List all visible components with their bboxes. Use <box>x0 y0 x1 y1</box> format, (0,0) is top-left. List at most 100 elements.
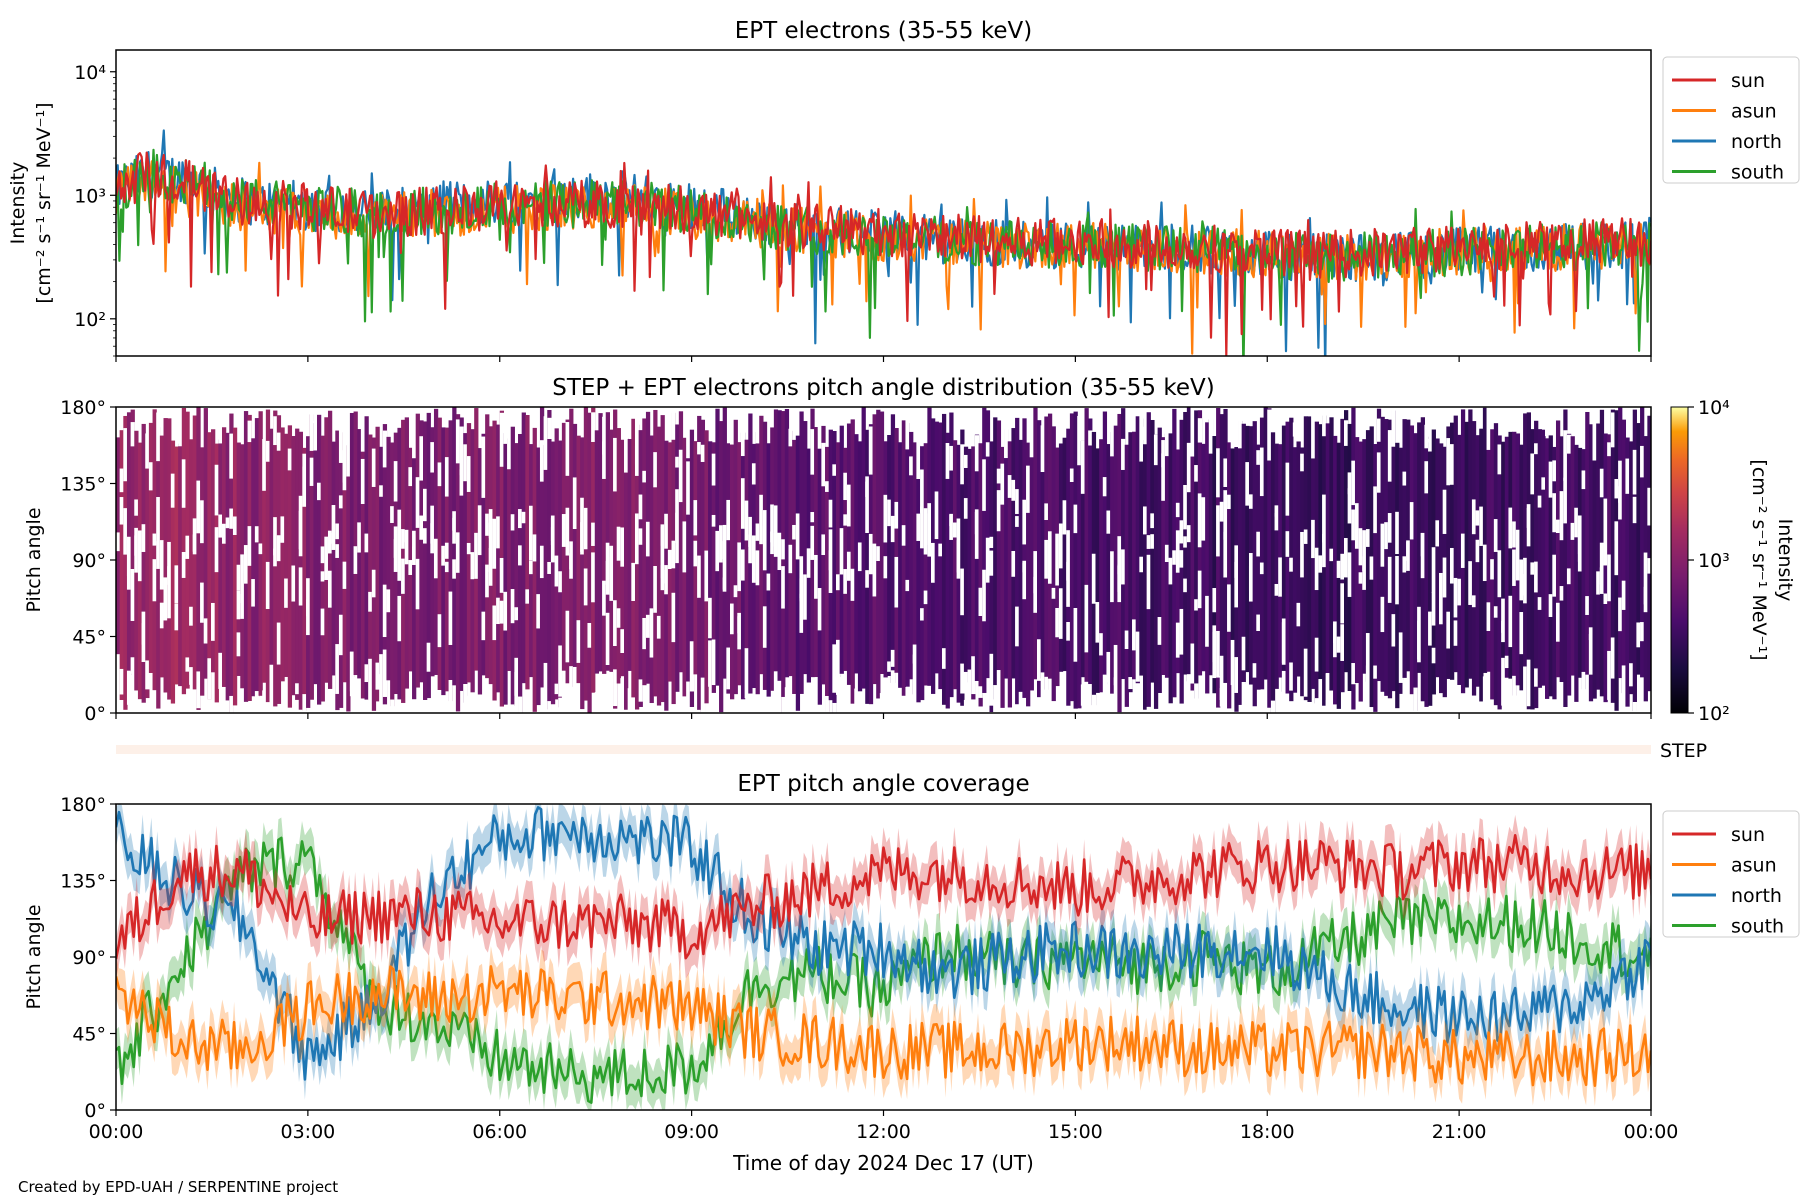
heatmap-gap <box>587 622 592 648</box>
heatmap-gap <box>887 499 892 527</box>
heatmap-gap <box>1391 407 1396 447</box>
heatmap-cell <box>203 408 208 679</box>
heatmap-gap <box>1442 557 1447 598</box>
heatmap-gap <box>1380 523 1385 567</box>
heatmap-gap <box>1055 702 1060 713</box>
heatmap-gap <box>931 550 936 583</box>
heatmap-gap <box>1278 557 1283 597</box>
x-tick-label: 12:00 <box>856 1121 911 1143</box>
heatmap-gap <box>1175 622 1181 658</box>
colorbar-label-line1: Intensity <box>1774 519 1796 602</box>
heatmap-cell <box>1245 425 1250 673</box>
heatmap-cell <box>437 417 442 690</box>
heatmap-cell <box>1325 423 1330 676</box>
heatmap-gap <box>382 584 388 638</box>
heatmap-gap <box>770 531 775 543</box>
heatmap-gap <box>832 644 837 693</box>
heatmap-gap <box>1274 505 1279 517</box>
heatmap-gap <box>324 536 329 580</box>
heatmap-cell <box>627 439 632 671</box>
heatmap-gap <box>883 556 888 579</box>
x-tick-label: 00:00 <box>1624 1121 1679 1143</box>
heatmap-gap <box>1234 657 1239 693</box>
heatmap-gap <box>653 566 658 613</box>
heatmap-gap <box>459 426 464 476</box>
heatmap-gap <box>116 654 121 695</box>
heatmap-gap <box>1512 549 1517 586</box>
heatmap-cell <box>346 445 351 712</box>
heatmap-cell <box>189 439 194 684</box>
heatmap-gap <box>1610 637 1616 679</box>
heatmap-gap <box>912 644 917 664</box>
heatmap-cell <box>949 412 954 698</box>
heatmap-cell <box>1439 443 1444 694</box>
heatmap-gap <box>828 499 833 528</box>
heatmap-cell <box>792 439 797 694</box>
heatmap-gap <box>254 691 260 713</box>
heatmap-gap <box>360 420 366 452</box>
heatmap-gap <box>397 509 402 551</box>
heatmap-gap <box>364 664 369 683</box>
heatmap-gap <box>576 683 581 704</box>
heatmap-cell <box>865 429 870 704</box>
heatmap-gap <box>941 648 947 669</box>
heatmap-gap <box>755 523 760 541</box>
heatmap-gap <box>1395 556 1400 605</box>
heatmap-cell <box>1150 419 1155 683</box>
heatmap-cell <box>1259 417 1265 690</box>
heatmap-gap <box>825 481 830 492</box>
heatmap-gap <box>1424 461 1429 494</box>
heatmap-gap <box>993 685 998 713</box>
heatmap-gap <box>938 543 943 557</box>
heatmap-gap <box>1559 491 1564 541</box>
heatmap-cell <box>733 419 738 695</box>
heatmap-cell <box>1062 437 1067 672</box>
heatmap-gap <box>982 459 987 511</box>
heatmap-gap <box>1643 552 1648 605</box>
heatmap-gap <box>1365 529 1371 547</box>
heatmap-gap <box>1018 691 1023 707</box>
heatmap-gap <box>1358 528 1363 566</box>
heatmap-gap <box>656 615 662 639</box>
heatmap-gap <box>415 477 420 528</box>
heatmap-gap <box>1406 541 1411 571</box>
heatmap-gap <box>1640 622 1645 642</box>
heatmap-gap <box>452 511 457 544</box>
heatmap-cell <box>1121 408 1126 680</box>
heatmap-gap <box>466 542 472 555</box>
heatmap-cell <box>543 445 548 674</box>
heatmap-gap <box>1563 477 1568 524</box>
heatmap-cell <box>518 433 523 713</box>
heatmap-gap <box>397 595 402 642</box>
intensity-panel-title: EPT electrons (35-55 keV) <box>735 18 1032 44</box>
heatmap-cell <box>335 430 340 711</box>
heatmap-cell <box>1592 445 1597 699</box>
heatmap-cell <box>1621 419 1627 694</box>
heatmap-gap <box>825 695 830 713</box>
heatmap-cell <box>1541 429 1546 686</box>
heatmap-cell <box>1424 436 1429 707</box>
heatmap-gap <box>327 570 333 608</box>
heatmap-gap <box>828 529 833 571</box>
heatmap-gap <box>1022 499 1027 545</box>
heatmap-cell <box>353 411 358 676</box>
heatmap-gap <box>781 566 786 609</box>
heatmap-cell <box>1486 438 1491 672</box>
heatmap-gap <box>755 550 760 586</box>
heatmap-gap <box>605 542 610 585</box>
heatmap-cell <box>1157 427 1162 693</box>
heatmap-cell <box>1219 414 1224 677</box>
heatmap-gap <box>1599 542 1605 585</box>
heatmap-gap <box>916 439 921 479</box>
heatmap-gap <box>558 697 563 713</box>
heatmap-gap <box>419 436 424 481</box>
heatmap-gap <box>130 657 135 674</box>
heatmap-cell <box>254 418 260 697</box>
heatmap-gap <box>1501 657 1506 706</box>
heatmap-gap <box>854 688 859 713</box>
heatmap-gap <box>298 567 303 606</box>
heatmap-gap <box>492 541 497 569</box>
heatmap-gap <box>1508 509 1513 549</box>
heatmap-cell <box>803 421 808 675</box>
heatmap-gap <box>719 525 724 563</box>
